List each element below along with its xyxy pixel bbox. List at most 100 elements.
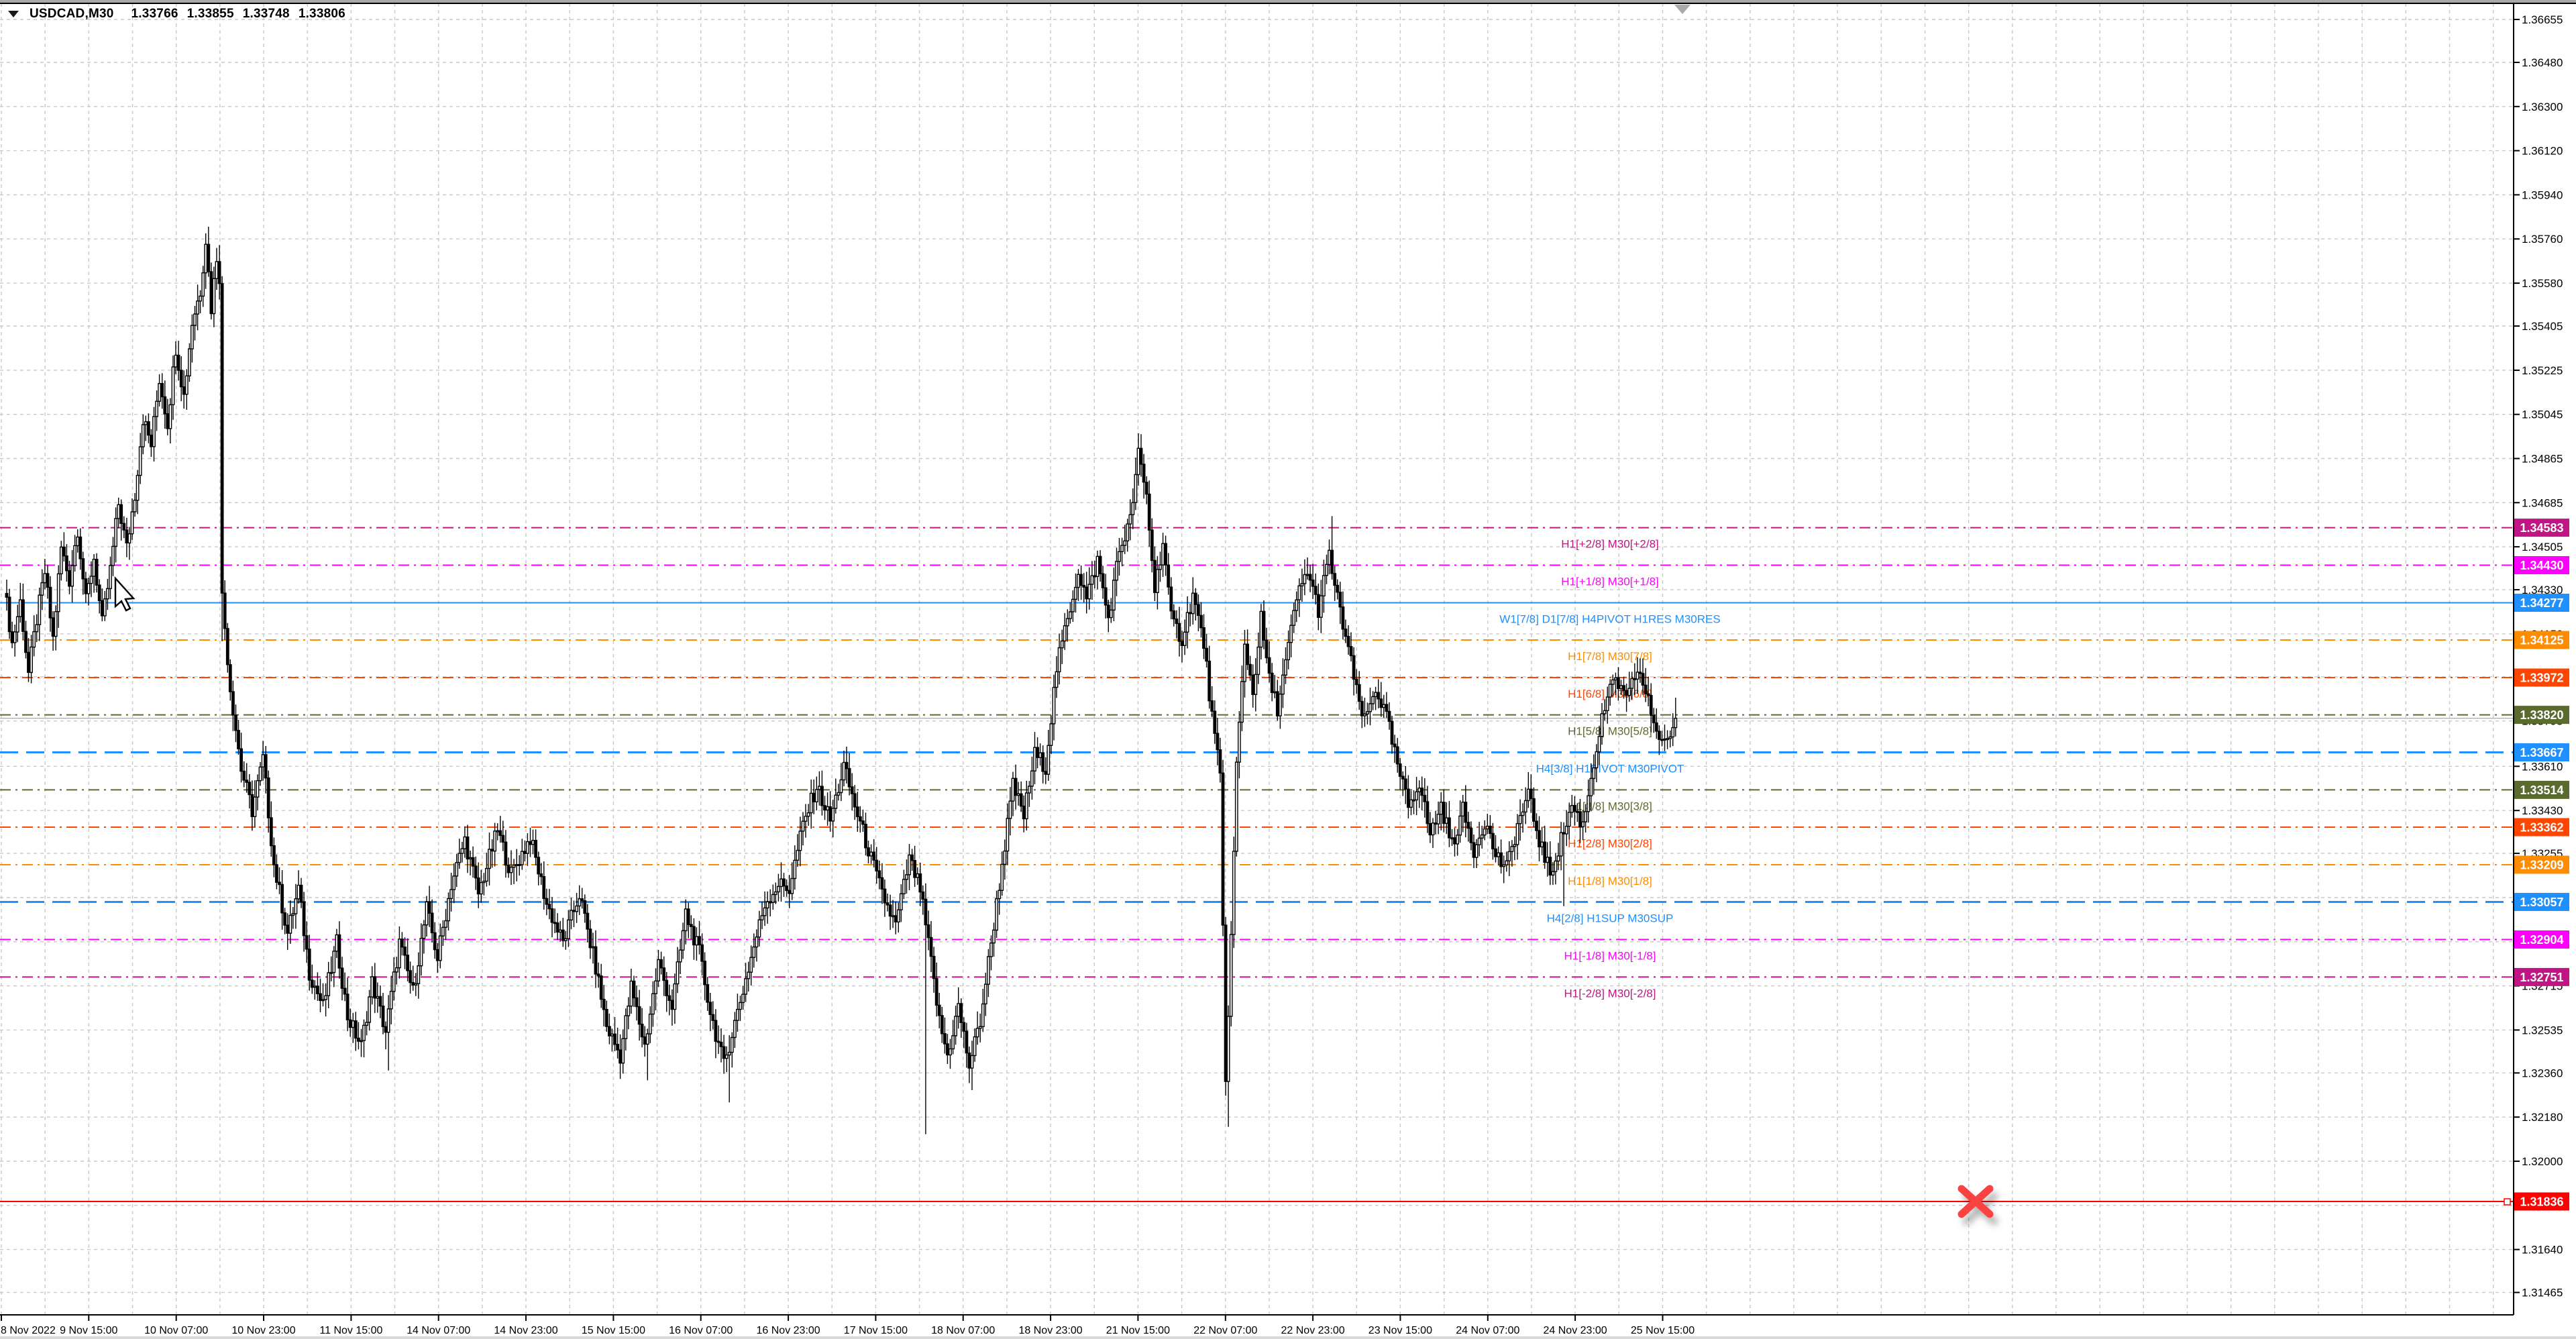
pivot-line-label: H1[7/8] M30[7/8]: [1568, 650, 1652, 663]
pivot-line-label: H1[5/8] M30[5/8]: [1568, 725, 1652, 738]
price-tick-label: 1.31465: [2522, 1287, 2563, 1299]
svg-text:1.33057: 1.33057: [2520, 896, 2563, 909]
price-badge: [2514, 594, 2569, 612]
price-badge: [2514, 556, 2569, 574]
pivot-line-label: H1[2/8] M30[2/8]: [1568, 837, 1652, 850]
time-tick-label: 16 Nov 23:00: [757, 1325, 820, 1336]
time-tick-label: 10 Nov 23:00: [231, 1325, 295, 1336]
price-badge: [2514, 930, 2569, 949]
price-badge: [2514, 893, 2569, 911]
time-tick-label: 22 Nov 07:00: [1193, 1325, 1257, 1336]
time-tick-label: 16 Nov 07:00: [669, 1325, 733, 1336]
mouse-cursor-icon: [114, 576, 136, 612]
pivot-line-label: H1[+2/8] M30[+2/8]: [1561, 538, 1659, 551]
ohlc-low: 1.33748: [242, 7, 290, 21]
price-badge: [2514, 631, 2569, 649]
price-tick-label: 1.34685: [2522, 496, 2563, 509]
price-tick-label: 1.32000: [2522, 1155, 2563, 1168]
chart-title: USDCAD,M30 1.33766 1.33855 1.33748 1.338…: [8, 7, 354, 21]
price-tick-label: 1.32360: [2522, 1067, 2563, 1079]
pivot-line-label: H4[2/8] H1SUP M30SUP: [1547, 912, 1674, 925]
time-tick-label: 25 Nov 15:00: [1631, 1325, 1695, 1336]
price-tick-label: 1.36480: [2522, 56, 2563, 69]
time-tick-label: 15 Nov 15:00: [582, 1325, 645, 1336]
price-badge: [2514, 855, 2569, 874]
time-tick-label: 10 Nov 07:00: [144, 1325, 208, 1336]
time-axis[interactable]: 8 Nov 2022 9 Nov 15:00 10 Nov 07:00 10 Nov …: [1, 1315, 1695, 1336]
price-badge: [2514, 818, 2569, 837]
time-tick-label: 14 Nov 23:00: [494, 1325, 557, 1336]
time-tick-label: 9 Nov 15:00: [60, 1325, 117, 1336]
pivot-line-label: H4[3/8] H1PIVOT M30PIVOT: [1536, 763, 1684, 775]
price-tick-label: 1.34330: [2522, 584, 2563, 596]
line-handle: [2504, 1198, 2511, 1206]
price-badge: [2514, 967, 2569, 986]
price-tick-label: 1.35225: [2522, 364, 2563, 377]
price-tick-label: 1.36300: [2522, 101, 2563, 113]
ohlc-open: 1.33766: [131, 7, 178, 21]
price-tick-label: 1.31640: [2522, 1244, 2563, 1256]
svg-text:1.33514: 1.33514: [2520, 784, 2563, 797]
price-tick-label: 1.35405: [2522, 320, 2563, 333]
svg-text:1.32904: 1.32904: [2520, 933, 2563, 947]
pivot-line-label: H1[1/8] M30[1/8]: [1568, 875, 1652, 888]
svg-text:1.33209: 1.33209: [2520, 859, 2563, 872]
svg-text:1.34277: 1.34277: [2520, 596, 2563, 610]
time-tick-label: 22 Nov 23:00: [1281, 1325, 1345, 1336]
price-tick-label: 1.35940: [2522, 189, 2563, 201]
svg-text:1.31836: 1.31836: [2520, 1195, 2563, 1209]
pivot-line-label: W1[7/8] D1[7/8] H4PIVOT H1RES M30RES: [1499, 613, 1720, 626]
ohlc-close: 1.33806: [298, 7, 345, 21]
time-tick-label: 18 Nov 07:00: [931, 1325, 995, 1336]
price-tick-label: 1.33610: [2522, 760, 2563, 773]
time-tick-label: 24 Nov 07:00: [1456, 1325, 1519, 1336]
price-tick-label: 1.32180: [2522, 1111, 2563, 1124]
pivot-line-label: H1[-1/8] M30[-1/8]: [1564, 950, 1656, 963]
price-badge: [2514, 1192, 2569, 1211]
close-marker-icon[interactable]: [1957, 1185, 1994, 1218]
svg-text:1.34583: 1.34583: [2520, 521, 2563, 535]
candlesticks: [5, 227, 1678, 1134]
time-tick-label: 24 Nov 23:00: [1544, 1325, 1607, 1336]
chart-shift-icon[interactable]: [1674, 5, 1690, 14]
price-tick-label: 1.35760: [2522, 233, 2563, 246]
time-tick-label: 8 Nov 2022: [1, 1325, 56, 1336]
pivot-line-label: H1[-2/8] M30[-2/8]: [1564, 987, 1656, 1000]
svg-text:1.32751: 1.32751: [2520, 971, 2563, 984]
time-tick-label: 23 Nov 15:00: [1368, 1325, 1432, 1336]
svg-text:1.33820: 1.33820: [2520, 708, 2563, 722]
price-tick-label: 1.33430: [2522, 804, 2563, 817]
price-tick-label: 1.35580: [2522, 277, 2563, 290]
pivot-line-label: H1[+1/8] M30[+1/8]: [1561, 576, 1659, 588]
price-tick-label: 1.36655: [2522, 13, 2563, 26]
horizontal-line-object[interactable]: [0, 1198, 2514, 1206]
svg-text:1.34430: 1.34430: [2520, 559, 2563, 572]
time-tick-label: 14 Nov 07:00: [407, 1325, 470, 1336]
price-tick-label: 1.32535: [2522, 1024, 2563, 1036]
price-tick-label: 1.36120: [2522, 145, 2563, 158]
svg-text:1.33972: 1.33972: [2520, 672, 2563, 685]
price-badge: [2514, 780, 2569, 799]
price-tick-label: 1.34865: [2522, 453, 2563, 466]
time-tick-label: 21 Nov 15:00: [1106, 1325, 1170, 1336]
svg-text:1.33362: 1.33362: [2520, 821, 2563, 835]
window-bottom-edge: [0, 1336, 2576, 1339]
grid: [0, 3, 2514, 1315]
symbol-dropdown-icon[interactable]: [8, 11, 19, 17]
price-badge: [2514, 706, 2569, 725]
ohlc-high: 1.33855: [186, 7, 234, 21]
price-badge: [2514, 668, 2569, 687]
price-badge: [2514, 519, 2569, 537]
time-tick-label: 17 Nov 15:00: [844, 1325, 908, 1336]
window-top-edge: [0, 0, 2576, 3]
price-badge: [2514, 743, 2569, 761]
time-tick-label: 18 Nov 23:00: [1019, 1325, 1083, 1336]
svg-text:1.33667: 1.33667: [2520, 746, 2563, 759]
price-tick-label: 1.35045: [2522, 409, 2563, 421]
plot-borders: [0, 3, 2576, 1316]
symbol-timeframe-label: USDCAD,M30: [30, 7, 114, 21]
svg-text:1.34125: 1.34125: [2520, 634, 2563, 647]
time-tick-label: 11 Nov 15:00: [319, 1325, 382, 1336]
